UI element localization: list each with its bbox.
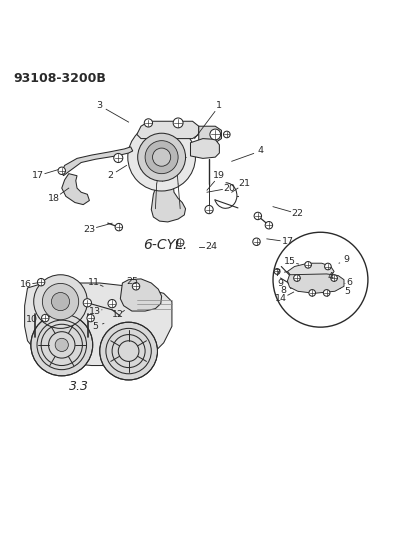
Circle shape: [51, 293, 69, 311]
Circle shape: [42, 284, 78, 320]
Circle shape: [323, 289, 329, 296]
Text: 5: 5: [93, 322, 98, 331]
Text: 3: 3: [96, 101, 102, 110]
Circle shape: [87, 314, 94, 322]
Polygon shape: [190, 139, 219, 158]
Text: 6: 6: [346, 278, 351, 287]
Polygon shape: [198, 126, 221, 143]
Circle shape: [100, 322, 157, 380]
Text: 11: 11: [87, 278, 99, 287]
Circle shape: [308, 289, 315, 296]
Circle shape: [115, 223, 122, 231]
Text: 18: 18: [48, 194, 60, 203]
Circle shape: [173, 118, 183, 128]
Circle shape: [176, 239, 183, 246]
Text: 24: 24: [204, 242, 216, 251]
Text: 93108-3200B: 93108-3200B: [13, 72, 106, 85]
Text: 15: 15: [283, 257, 295, 266]
Circle shape: [37, 278, 45, 286]
Text: 17: 17: [32, 171, 44, 180]
Text: 4: 4: [327, 272, 333, 281]
Text: 21: 21: [237, 180, 249, 189]
Circle shape: [31, 314, 93, 376]
Circle shape: [223, 131, 230, 138]
Text: 1: 1: [216, 101, 222, 110]
Polygon shape: [24, 283, 171, 366]
Text: 16: 16: [19, 280, 31, 289]
Polygon shape: [287, 263, 333, 279]
Circle shape: [41, 314, 49, 322]
Text: 23: 23: [83, 225, 95, 234]
Circle shape: [273, 269, 279, 274]
Polygon shape: [151, 139, 185, 222]
Text: 12: 12: [112, 310, 124, 319]
Text: 2: 2: [107, 171, 113, 180]
Polygon shape: [137, 122, 198, 139]
Polygon shape: [287, 274, 343, 293]
Circle shape: [128, 123, 195, 191]
Circle shape: [324, 263, 330, 270]
Text: 19: 19: [213, 171, 225, 180]
Text: 14: 14: [275, 294, 287, 303]
Text: 25: 25: [126, 277, 138, 286]
Circle shape: [114, 154, 123, 163]
Text: 6-CYL.: 6-CYL.: [143, 238, 188, 252]
Circle shape: [272, 232, 367, 327]
Circle shape: [265, 222, 272, 229]
Circle shape: [144, 119, 152, 127]
Text: 4: 4: [257, 147, 263, 156]
Circle shape: [58, 167, 65, 174]
Circle shape: [293, 274, 299, 281]
Circle shape: [304, 262, 311, 268]
Text: 7: 7: [273, 269, 280, 278]
Circle shape: [145, 141, 178, 174]
Text: 9: 9: [277, 279, 283, 287]
Circle shape: [152, 148, 170, 166]
Polygon shape: [62, 147, 133, 176]
Polygon shape: [62, 174, 89, 205]
Circle shape: [330, 274, 337, 281]
Circle shape: [252, 238, 260, 246]
Circle shape: [132, 282, 140, 290]
Text: 22: 22: [291, 209, 303, 218]
Circle shape: [33, 274, 87, 328]
Text: 13: 13: [88, 308, 101, 317]
Text: 17: 17: [281, 237, 293, 246]
Polygon shape: [120, 279, 161, 311]
Circle shape: [254, 212, 261, 220]
Text: 9: 9: [343, 255, 349, 264]
Circle shape: [138, 133, 185, 181]
Circle shape: [108, 300, 116, 308]
Text: 5: 5: [344, 287, 349, 296]
Text: 20: 20: [223, 183, 235, 192]
Text: 8: 8: [280, 286, 286, 295]
Circle shape: [83, 298, 91, 307]
Circle shape: [209, 129, 220, 140]
Circle shape: [55, 338, 68, 351]
Circle shape: [204, 205, 213, 214]
Text: 3.3: 3.3: [69, 379, 89, 393]
Text: 10: 10: [26, 315, 38, 324]
